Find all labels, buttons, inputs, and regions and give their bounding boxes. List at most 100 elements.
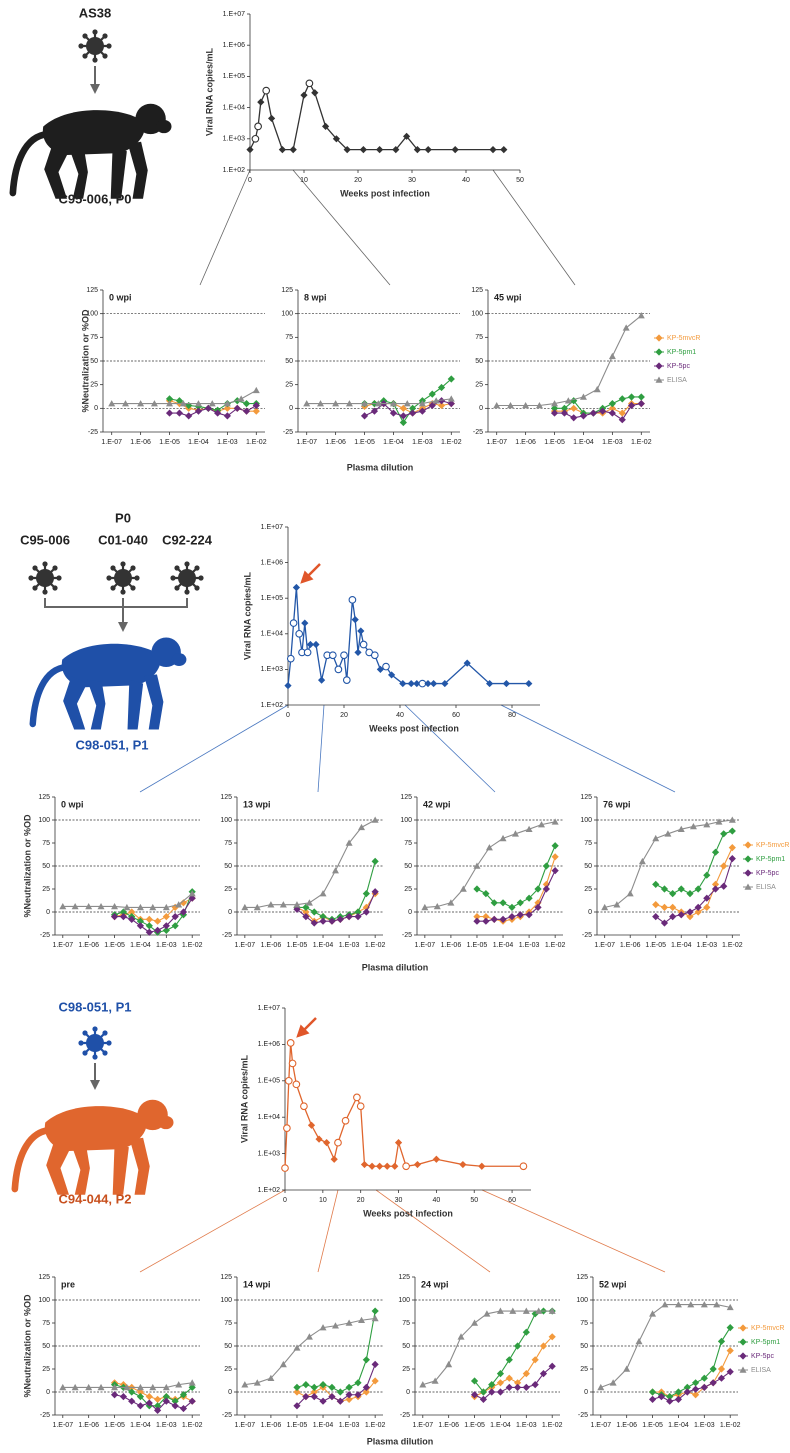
chart-title: 14 wpi	[243, 1279, 271, 1289]
legend-label: KP-5mvcR	[756, 842, 789, 849]
x-axis-label: Plasma dilution	[367, 1436, 434, 1446]
series-line	[170, 405, 257, 415]
marker	[357, 1103, 364, 1110]
series-line	[423, 1311, 552, 1385]
virus-label: C98-051, P1	[59, 999, 132, 1014]
x-axis-label: Plasma dilution	[362, 962, 429, 972]
peak-arrow	[302, 564, 320, 582]
y-tick-label: -25	[40, 1412, 50, 1419]
y-tick-label: 25	[224, 1366, 232, 1373]
y-tick-label: 1.E+07	[223, 11, 245, 18]
marker	[166, 409, 173, 416]
marker	[619, 395, 626, 402]
marker	[727, 1324, 734, 1331]
x-tick-label: 0	[283, 1197, 287, 1204]
marker	[430, 680, 437, 687]
y-tick-label: 0	[584, 1389, 588, 1396]
y-tick-label: 1.E+03	[223, 136, 245, 143]
y-axis-label: Viral RNA copies/mL	[239, 1054, 249, 1143]
x-tick-label: 1.E-03	[694, 1422, 715, 1429]
y-tick-label: 0	[408, 909, 412, 916]
marker	[448, 395, 455, 401]
marker	[344, 677, 351, 684]
y-tick-label: 1.E+05	[223, 73, 245, 80]
y-tick-label: -25	[222, 1412, 232, 1419]
chart-title: 52 wpi	[599, 1279, 627, 1289]
marker	[257, 99, 264, 106]
marker	[311, 89, 318, 96]
y-tick-label: 0	[289, 405, 293, 412]
marker	[652, 881, 659, 888]
x-tick-label: 1.E-04	[493, 942, 514, 949]
y-tick-label: -25	[222, 932, 232, 939]
y-tick-label: 100	[281, 311, 293, 318]
legend-marker	[739, 1352, 746, 1359]
x-tick-label: 60	[452, 712, 460, 719]
marker	[718, 1338, 725, 1345]
x-axis-label: Weeks post infection	[363, 1208, 453, 1218]
x-tick-label: 1.E-05	[544, 439, 565, 446]
marker	[638, 400, 645, 407]
y-tick-label: 25	[42, 886, 50, 893]
x-tick-label: 1.E-06	[130, 439, 151, 446]
x-tick-label: 1.E-03	[516, 1422, 537, 1429]
chart-title: 8 wpi	[304, 292, 327, 302]
chart-title: 24 wpi	[421, 1279, 449, 1289]
y-tick-label: 100	[400, 817, 412, 824]
marker	[391, 1163, 398, 1170]
y-tick-label: 125	[471, 287, 483, 294]
connectors	[140, 170, 675, 1272]
legend-marker	[655, 362, 662, 369]
x-tick-label: 20	[340, 712, 348, 719]
marker	[523, 1329, 530, 1336]
y-tick-label: -25	[40, 932, 50, 939]
y-tick-label: 100	[220, 1297, 232, 1304]
diagram-p0: AS38 C95-006, P0	[13, 5, 172, 206]
marker	[452, 146, 459, 153]
y-tick-label: 50	[475, 358, 483, 365]
legend-label: KP-5pm1	[667, 349, 696, 356]
marker	[666, 1398, 673, 1405]
passage-label: P0	[115, 510, 131, 525]
chart-title: 0 wpi	[109, 292, 132, 302]
y-tick-label: 50	[404, 863, 412, 870]
x-tick-label: 1.E-07	[412, 1422, 433, 1429]
y-tick-label: 125	[220, 794, 232, 801]
legend-label: KP-5pm1	[756, 856, 785, 863]
marker	[460, 886, 467, 892]
legend-label: KP-5pc	[756, 870, 779, 877]
x-tick-label: 1.E-03	[696, 942, 717, 949]
y-tick-label: 0	[228, 1389, 232, 1396]
y-tick-label: 75	[402, 1320, 410, 1327]
x-axis-label: Weeks post infection	[369, 723, 459, 733]
legend-marker	[744, 841, 751, 848]
marker	[154, 1396, 161, 1403]
x-tick-label: 30	[395, 1197, 403, 1204]
y-tick-label: 125	[38, 794, 50, 801]
series-line	[477, 846, 555, 908]
series-line	[425, 822, 555, 908]
marker	[609, 400, 616, 407]
y-tick-label: 100	[471, 311, 483, 318]
x-tick-label: 1.E-05	[159, 439, 180, 446]
marker	[372, 1361, 379, 1368]
marker	[363, 1356, 370, 1363]
x-tick-label: 1.E-02	[182, 1422, 203, 1429]
x-tick-label: 1.E-06	[620, 942, 641, 949]
y-tick-label: 75	[584, 840, 592, 847]
x-axis-label: Weeks post infection	[340, 188, 430, 198]
x-tick-label: 1.E-07	[101, 439, 122, 446]
x-tick-label: 1.E-03	[156, 942, 177, 949]
y-tick-label: 100	[398, 1297, 410, 1304]
x-tick-label: 10	[300, 177, 308, 184]
marker	[146, 916, 153, 923]
marker	[172, 1402, 179, 1409]
marker	[285, 1078, 292, 1085]
y-tick-label: 25	[402, 1366, 410, 1373]
virus-icon	[106, 561, 139, 594]
marker	[478, 1163, 485, 1170]
marker	[473, 885, 480, 892]
x-tick-label: 1.E-06	[78, 942, 99, 949]
